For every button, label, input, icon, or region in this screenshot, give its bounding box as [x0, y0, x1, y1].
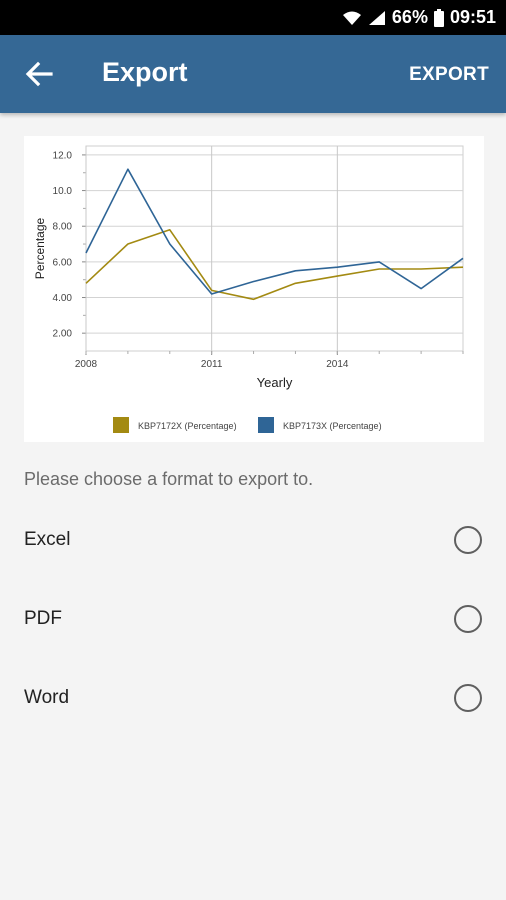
y-tick-label: 8.00 [53, 222, 73, 233]
page-title: Export [102, 57, 188, 87]
series-line-2 [85, 168, 464, 295]
format-label: PDF [24, 608, 62, 629]
legend-label-2: KBP7173X (Percentage) [283, 421, 382, 431]
chart-card: 2.00 4.00 6.00 8.00 10.0 12.0 2008 2011 2014 Year… [24, 136, 484, 442]
y-tick-label: 4.00 [53, 293, 73, 304]
plot-area [85, 145, 464, 352]
y-tick-label: 10.0 [53, 186, 73, 197]
back-arrow-icon[interactable] [24, 60, 54, 88]
app-bar: Export EXPORT [0, 35, 506, 113]
clock: 09:51 [449, 7, 496, 27]
legend-label-1: KBP7172X (Percentage) [138, 421, 237, 431]
export-button[interactable]: EXPORT [409, 64, 489, 85]
y-axis-label: Percentage [33, 217, 47, 279]
format-label: Word [24, 687, 70, 708]
battery-percent: 66% [391, 7, 428, 27]
radio-button-pdf[interactable] [454, 605, 482, 633]
series-line-1 [85, 229, 464, 301]
export-prompt: Please choose a format to export to. [24, 469, 314, 489]
legend-swatch-1 [113, 417, 129, 433]
format-label: Excel [24, 529, 71, 550]
legend-swatch-2 [258, 417, 274, 433]
x-tick-label: 2008 [75, 359, 98, 370]
x-axis-label: Yearly [257, 375, 293, 390]
y-tick-label: 2.00 [53, 329, 73, 340]
wifi-icon [342, 10, 362, 26]
format-option-word[interactable]: Word [0, 673, 506, 723]
radio-button-excel[interactable] [454, 526, 482, 554]
x-tick-label: 2011 [201, 359, 223, 370]
format-option-pdf[interactable]: PDF [0, 594, 506, 644]
status-bar: 66% 09:51 [0, 0, 506, 35]
battery-icon [433, 8, 444, 27]
y-tick-label: 6.00 [53, 257, 73, 268]
radio-button-word[interactable] [454, 684, 482, 712]
x-tick-label: 2014 [326, 359, 349, 370]
line-chart: 2.00 4.00 6.00 8.00 10.0 12.0 2008 2011 2014 Year… [33, 145, 464, 433]
signal-icon [368, 10, 386, 26]
y-tick-label: 12.0 [53, 150, 73, 161]
format-option-excel[interactable]: Excel [0, 515, 506, 565]
